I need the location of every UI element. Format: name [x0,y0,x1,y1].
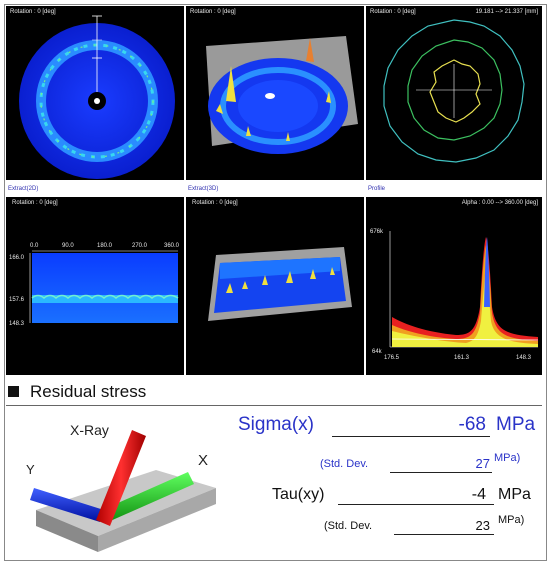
tau-value: -4 [471,486,486,503]
y-axis-top: 676k [370,229,384,235]
panel-extract-3d[interactable]: Rotation : 0 [deg] [186,197,364,375]
residual-stress-panel: X-Ray X Y Sigma(x) -68 MPa (Std. Dev. 27… [6,405,542,556]
extract-2d-plot [29,250,179,323]
panel-header: Rotation : 0 [deg] [12,200,58,206]
contour-plot [383,19,525,163]
axis-label-y: Y [26,462,35,477]
tab-extract-2d[interactable]: Extract(2D) [8,186,39,192]
tau-underline [338,504,494,505]
y-axis-bottom: 64k [372,349,382,355]
axis-label-x: X [198,452,209,469]
panel-header: Rotation : 0 [deg] [10,9,56,15]
section-title: Residual stress [30,382,147,401]
tau-std-value: 23 [475,518,490,533]
x-tick: 176.5 [384,355,400,361]
sigma-unit: MPa [496,414,536,435]
panel-3d-image[interactable]: Rotation : 0 [deg] [186,6,364,180]
panel-contour[interactable]: Rotation : 0 [deg] 19.181 --> 21.337 [mm… [366,6,542,180]
sigma-std-label: (Std. Dev. [320,458,369,470]
3d-ring-surface [206,36,358,154]
x-tick: 360.0 [164,243,180,249]
panel-2d-image[interactable]: Rotation : 0 [deg] [6,6,184,180]
panel-header: Rotation : 0 [deg] [190,9,236,15]
x-tick: 180.0 [97,243,113,249]
section-bullet-icon [8,386,19,397]
tau-std-unit: MPa) [498,514,525,526]
sigma-std-value: 27 [475,456,490,471]
sigma-label: Sigma(x) [238,414,315,435]
tau-unit: MPa [498,486,531,503]
y-tick: 148.3 [9,321,25,327]
panel-header: Rotation : 0 [deg] [192,200,238,206]
x-tick: 161.3 [454,355,470,361]
x-tick: 90.0 [62,243,74,249]
sigma-std-unit: MPa) [494,452,521,464]
sigma-underline [332,436,490,437]
x-tick: 0.0 [30,243,39,249]
residual-stress-header: Residual stress [6,382,542,402]
sigma-value: -68 [458,414,486,435]
sigma-std-underline [390,472,492,473]
tau-std-label: (Std. Dev. [324,520,373,532]
x-tick: 148.3 [516,355,532,361]
extract-3d-plot [208,247,352,321]
y-tick: 166.0 [9,255,25,261]
panel-header-left: Rotation : 0 [deg] [370,9,416,15]
stress-axes-diagram [30,430,216,552]
panel-profile[interactable]: Alpha : 0.00 --> 360.00 [deg] 676k 64k 1… [366,197,542,375]
panel-extract-2d[interactable]: Rotation : 0 [deg] 0.0 90.0 180.0 270.0 … [6,197,184,375]
panel-header-right: 19.181 --> 21.337 [mm] [475,9,538,15]
tau-std-underline [394,534,494,535]
ring-image [19,15,175,179]
x-axis-rod [102,472,194,522]
profile-plot [389,231,539,348]
tau-label: Tau(xy) [272,486,325,503]
x-tick: 270.0 [132,243,148,249]
y-axis-rod [30,488,104,522]
tab-profile[interactable]: Profile [368,186,386,192]
xray-rod [96,430,146,526]
y-tick: 157.6 [9,297,25,303]
tab-extract-3d[interactable]: Extract(3D) [188,186,219,192]
panel-header: Alpha : 0.00 --> 360.00 [deg] [461,200,538,206]
axis-label-xray: X-Ray [70,422,109,438]
